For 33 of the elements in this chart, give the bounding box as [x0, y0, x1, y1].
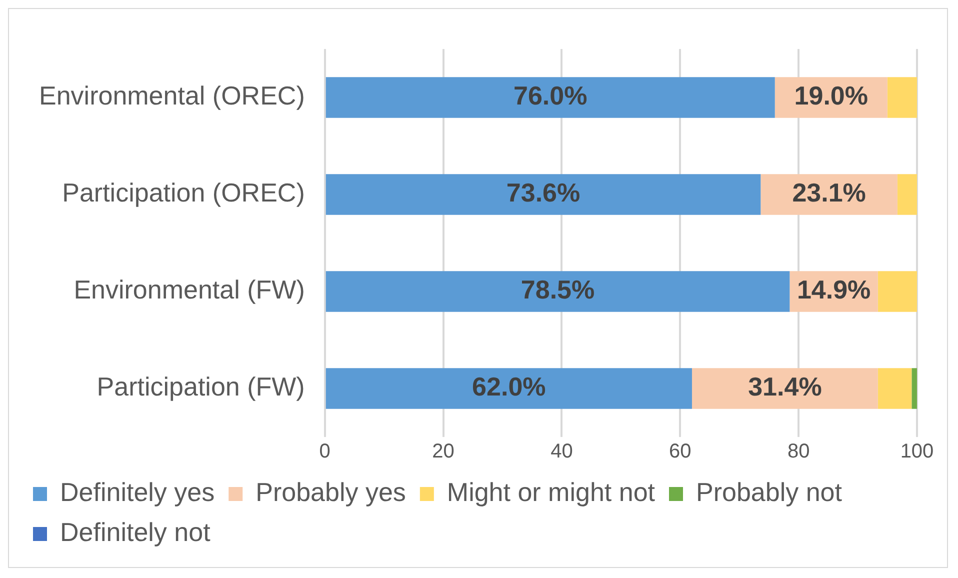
data-label: 19.0%: [794, 80, 868, 111]
data-label: 23.1%: [792, 178, 866, 208]
data-label: 73.6%: [506, 178, 580, 208]
legend-label: Might or might not: [446, 477, 656, 508]
bar: [326, 368, 692, 409]
legend-label: Definitely yes: [60, 477, 215, 508]
data-label: 78.5%: [520, 274, 595, 305]
x-tick-label: 80: [787, 440, 810, 463]
data-label: 31.4%: [748, 372, 822, 402]
data-label: 14.9%: [796, 274, 871, 305]
y-tick-label: Environmental (OREC): [38, 80, 305, 111]
bar: [878, 271, 917, 312]
bar: [326, 77, 775, 118]
data-label: 62.0%: [472, 372, 546, 402]
bar: [326, 174, 761, 215]
bar: [897, 174, 917, 215]
x-tick-label: 0: [319, 440, 330, 463]
y-tick-label: Participation (FW): [96, 372, 305, 402]
x-tick-label: 40: [550, 440, 573, 463]
bar: [692, 368, 878, 409]
x-tick-label: 60: [669, 440, 692, 463]
bar: [912, 368, 917, 409]
legend-label: Probably not: [696, 477, 843, 508]
data-label: 76.0%: [514, 80, 588, 111]
bar: [887, 77, 917, 118]
y-tick-label: Environmental (FW): [74, 274, 305, 305]
legend-label: Probably yes: [256, 477, 406, 508]
x-tick-label: 20: [432, 440, 454, 463]
y-tick-label: Participation (OREC): [62, 178, 305, 208]
x-tick-label: 100: [900, 440, 934, 463]
bar: [878, 368, 912, 409]
bar: [326, 271, 790, 312]
legend-label: Definitely not: [60, 517, 212, 548]
